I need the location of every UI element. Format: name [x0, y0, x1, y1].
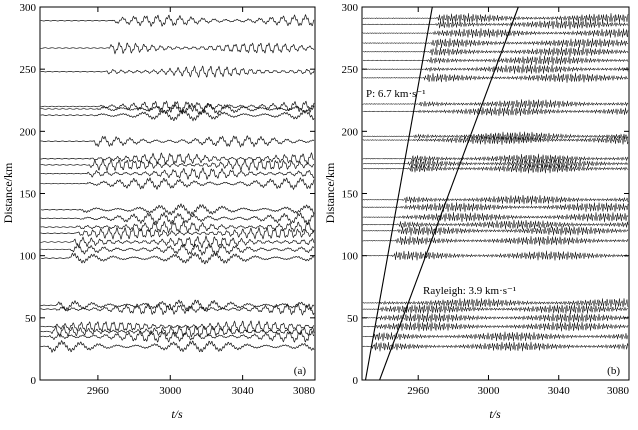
panel-a-ytick-label-100: 100	[20, 251, 37, 263]
panel-a-trace-213km	[40, 108, 315, 122]
panel-b-trace-271km	[362, 38, 629, 49]
panel-b-trace-174km	[362, 158, 629, 169]
panel-b-label: (b)	[607, 365, 620, 377]
panel-b-xtick-label-3080: 3080	[607, 385, 630, 397]
panel-b-trace-145km	[362, 194, 629, 205]
panel-b-trace-257km	[362, 55, 629, 66]
panel-a-trace-43km	[40, 320, 315, 333]
panel-b-ytick-label-50: 50	[347, 313, 359, 325]
panel-a-trace-39km	[40, 325, 315, 338]
panel-b-ytick-label-150: 150	[342, 189, 359, 201]
panel-a-ytick-label-150: 150	[20, 189, 37, 201]
panel-b-trace-193km	[362, 135, 629, 145]
panel-b-trace-170km	[363, 163, 629, 174]
panel-b-trace-243km	[362, 72, 629, 83]
panel-a-ytick-label-250: 250	[20, 64, 37, 76]
panel-b-trace-291km	[362, 13, 629, 24]
panel-a: 0 50 100 150 200 250 300 2960 3000 3040 3080 (a) D…	[1, 2, 316, 421]
panel-a-ytick-label-200: 200	[20, 126, 37, 138]
panel-a-trace-137km	[40, 203, 315, 217]
panel-b-trace-100km	[362, 250, 629, 261]
panel-b-trace-27km	[362, 341, 629, 352]
panel-a-trace-158km	[40, 177, 315, 191]
panel-b-trace-50km	[362, 313, 629, 323]
panel-b-trace-286km	[362, 19, 629, 30]
panel-b-reference-lines	[364, 6, 519, 381]
panel-a-trace-130km	[40, 211, 315, 226]
panel-b-trace-279km	[362, 28, 629, 38]
panel-b-trace-196km	[362, 131, 629, 142]
panel-a-xlabel: t/s	[171, 407, 183, 421]
panel-b-ytick-label-0: 0	[353, 375, 359, 387]
panel-a-trace-248km	[40, 65, 315, 78]
panel-b-trace-216km	[362, 106, 629, 117]
panel-b-trace-57km	[362, 304, 629, 315]
panel-a-label: (a)	[294, 365, 307, 377]
panel-a-traces	[40, 13, 315, 353]
panel-a-ytick-label-0: 0	[31, 375, 37, 387]
panel-b-trace-125km	[362, 219, 629, 230]
panel-b-ytick-label-250: 250	[342, 64, 359, 76]
panel-b-trace-112km	[362, 235, 629, 246]
panel-b-trace-120km	[362, 225, 629, 236]
panel-b-trace-178km	[362, 153, 629, 164]
panel-a-trace-173km	[40, 158, 314, 172]
panel-b-trace-35km	[362, 331, 629, 342]
panel-b-ticks: 0 50 100 150 200 250 300 2960 3000 3040 3080	[342, 2, 630, 397]
panel-a-ytick-label-50: 50	[25, 313, 37, 325]
panel-b-trace-264km	[362, 46, 629, 57]
panel-a-xtick-label-2960: 2960	[87, 385, 110, 397]
panel-b-ytick-label-100: 100	[342, 251, 359, 263]
panel-a-trace-60km	[40, 299, 315, 312]
panel-b-ylabel: Distance/km	[323, 162, 337, 223]
panel-b-trace-131km	[362, 212, 629, 223]
panel-b-trace-222km	[362, 99, 629, 109]
panel-a-xtick-label-3080: 3080	[293, 385, 316, 397]
panel-b-frame	[361, 6, 630, 381]
panel-a-ytick-label-300: 300	[20, 2, 37, 14]
panel-a-trace-57km	[40, 302, 315, 316]
panel-a-trace-35km	[40, 329, 315, 343]
panel-a-trace-192km	[40, 135, 315, 148]
rayleigh-wave-line	[379, 6, 519, 381]
panel-b-ytick-label-300: 300	[342, 2, 359, 14]
panel-a-trace-289km	[40, 13, 315, 27]
panel-a-trace-27km	[40, 340, 315, 353]
panel-a-ylabel: Distance/km	[1, 162, 15, 223]
panel-b-trace-62km	[362, 298, 629, 308]
panel-b-traces	[362, 13, 629, 352]
panel-a-trace-166km	[40, 167, 315, 180]
panel-a-trace-178km	[40, 151, 315, 166]
panel-b-xtick-label-3000: 3000	[477, 385, 500, 397]
panel-b-ytick-label-200: 200	[342, 126, 359, 138]
panel-a-trace-98km	[40, 252, 315, 265]
p-wave-label: P: 6.7 km·s⁻¹	[366, 88, 426, 100]
panel-a-trace-218km	[40, 103, 315, 115]
panel-a-trace-267km	[40, 41, 315, 55]
panel-a-trace-111km	[40, 235, 315, 249]
rayleigh-wave-label: Rayleigh: 3.9 km·s⁻¹	[423, 285, 516, 297]
panel-b-xlabel: t/s	[489, 407, 501, 421]
panel-a-trace-118km	[40, 226, 314, 240]
panel-b-xtick-label-2960: 2960	[407, 385, 430, 397]
panel-a-ticks: 0 50 100 150 200 250 300 2960 3000 3040 3080	[20, 2, 316, 397]
panel-a-frame	[39, 6, 316, 381]
panel-b-trace-139km	[362, 202, 629, 213]
panel-b: 0 50 100 150 200 250 300 2960 3000 3040 3080 P: 6.…	[323, 2, 630, 421]
panel-a-trace-105km	[40, 243, 315, 256]
panel-b-trace-43km	[362, 321, 629, 332]
panel-a-trace-123km	[40, 220, 315, 234]
p-wave-line	[364, 6, 433, 381]
panel-a-trace-220km	[40, 100, 315, 113]
panel-a-xtick-label-3040: 3040	[232, 385, 255, 397]
panel-b-xtick-label-3040: 3040	[548, 385, 571, 397]
panel-a-xtick-label-3000: 3000	[159, 385, 182, 397]
